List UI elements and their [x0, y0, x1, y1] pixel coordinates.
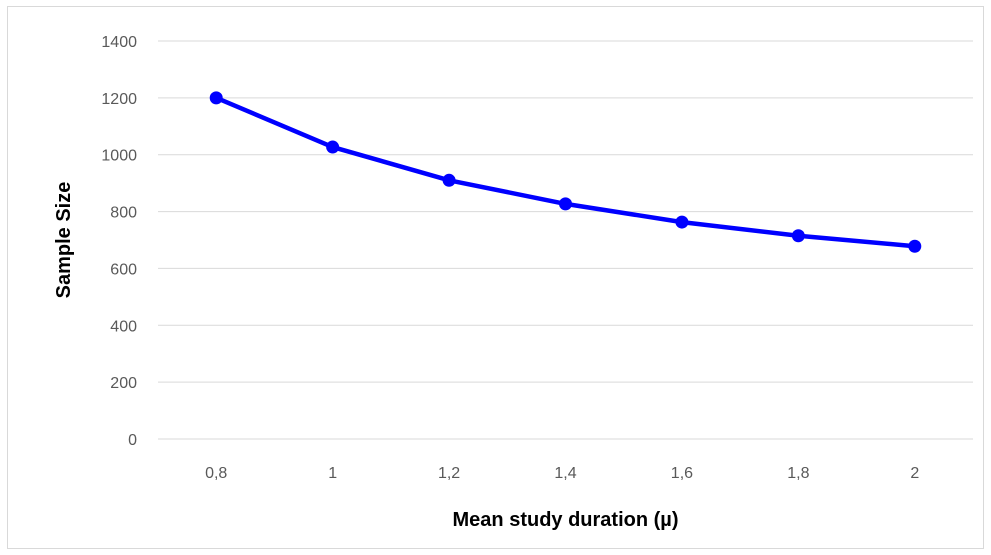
data-point: [908, 239, 922, 253]
series-group: [209, 91, 922, 253]
y-tick-labels: 0 200 400 600 800 1000 1200 1400: [101, 34, 137, 449]
y-tick-label: 400: [110, 318, 137, 335]
x-tick-label: 0,8: [205, 465, 227, 482]
x-tick-labels: 0,8 1 1,2 1,4 1,6 1,8 2: [205, 465, 919, 482]
x-axis-title: Mean study duration (µ): [453, 509, 679, 531]
y-tick-label: 1000: [101, 148, 137, 165]
series-line-0: [213, 95, 918, 249]
y-tick-label: 800: [110, 205, 137, 222]
x-tick-label: 1,8: [787, 465, 809, 482]
y-tick-label: 1200: [101, 91, 137, 108]
data-point: [209, 91, 223, 105]
data-point: [675, 215, 689, 229]
chart-frame: [7, 6, 984, 549]
x-tick-label: 1,2: [438, 465, 460, 482]
y-tick-label: 600: [110, 261, 137, 278]
y-axis-title: Sample Size: [53, 182, 75, 299]
y-tick-label: 1400: [101, 34, 137, 51]
x-tick-label: 1: [328, 465, 337, 482]
x-tick-label: 1,6: [671, 465, 693, 482]
x-tick-label: 2: [910, 465, 919, 482]
gridlines: [158, 40, 973, 440]
data-point: [791, 229, 805, 243]
y-tick-label: 0: [128, 432, 137, 449]
data-point: [442, 173, 456, 187]
y-tick-label: 200: [110, 375, 137, 392]
data-point: [326, 140, 340, 154]
x-tick-label: 1,4: [554, 465, 576, 482]
data-point: [559, 197, 572, 211]
